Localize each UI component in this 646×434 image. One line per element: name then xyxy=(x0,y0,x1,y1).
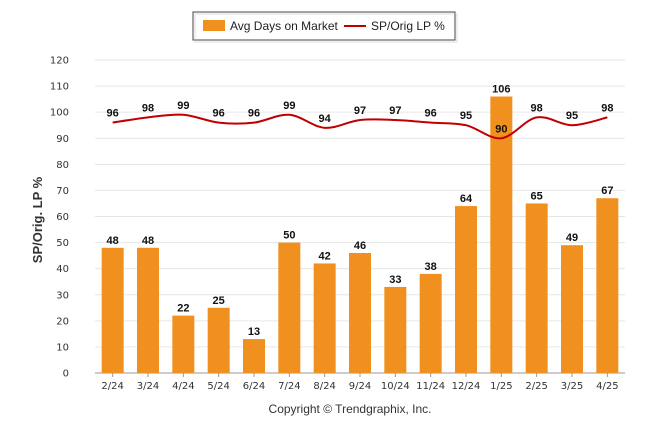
y-axis-title: SP/Orig. LP % xyxy=(30,176,45,263)
bar xyxy=(419,273,442,373)
line-data-label: 97 xyxy=(354,105,366,117)
line-data-label: 96 xyxy=(425,108,437,120)
x-tick-label: 2/24 xyxy=(101,381,123,392)
line-data-label: 90 xyxy=(495,123,507,135)
bar xyxy=(101,247,124,373)
bar xyxy=(490,96,513,374)
y-tick-label: 10 xyxy=(56,342,69,353)
bar xyxy=(278,242,301,373)
line-data-label: 97 xyxy=(389,105,401,117)
y-tick-label: 70 xyxy=(56,186,69,197)
bar xyxy=(137,247,159,373)
x-tick-label: 10/24 xyxy=(381,381,410,392)
x-tick-label: 7/24 xyxy=(278,381,300,392)
bar-data-label: 67 xyxy=(601,185,613,197)
bar xyxy=(525,203,548,373)
line-data-label: 98 xyxy=(531,102,543,114)
bar-data-label: 25 xyxy=(213,295,225,307)
y-axis: 0 10 20 30 40 50 60 70 80 90 100 110 120 xyxy=(50,56,69,380)
line-data-label: 96 xyxy=(248,108,260,120)
bar xyxy=(561,245,583,373)
y-tick-label: 120 xyxy=(50,56,69,67)
x-tick-label: 1/25 xyxy=(490,381,512,392)
y-tick-label: 40 xyxy=(56,264,69,275)
y-tick-label: 50 xyxy=(56,238,69,249)
x-tick-label: 8/24 xyxy=(313,381,335,392)
x-tick-label: 4/24 xyxy=(172,381,194,392)
line-data-label: 95 xyxy=(460,110,472,122)
bar-data-label: 38 xyxy=(425,261,437,273)
bar xyxy=(384,286,407,373)
y-tick-label: 100 xyxy=(50,108,69,119)
bar-data-label: 48 xyxy=(107,235,119,247)
bar xyxy=(455,206,477,373)
y-tick-label: 60 xyxy=(56,212,69,223)
legend-box xyxy=(192,11,456,41)
bar xyxy=(172,315,195,373)
legend-label-line: SP/Orig LP % xyxy=(371,19,445,33)
x-tick-label: 4/25 xyxy=(596,381,618,392)
bar-data-label: 22 xyxy=(177,303,189,315)
y-tick-label: 20 xyxy=(56,316,69,327)
bar xyxy=(596,198,619,373)
legend-label-bar: Avg Days on Market xyxy=(230,19,338,33)
y-tick-label: 80 xyxy=(56,160,69,171)
line-data-label: 99 xyxy=(283,100,295,112)
bar-data-label: 64 xyxy=(460,193,473,205)
y-tick-label: 0 xyxy=(63,369,69,380)
line-path xyxy=(112,113,608,140)
x-tick-label: 3/25 xyxy=(561,381,583,392)
bar xyxy=(349,253,371,373)
legend-shadow xyxy=(194,13,458,43)
bar-data-label: 46 xyxy=(354,240,366,252)
line-data-label: 99 xyxy=(177,100,189,112)
line-series: 96 98 99 96 96 99 94 97 97 96 95 90 98 95 98 xyxy=(107,100,613,140)
bar-data-label: 49 xyxy=(566,232,578,244)
bar-series: 48 48 22 25 13 50 42 46 33 38 64 106 65 49 67 xyxy=(101,84,619,374)
legend: Avg Days on Market SP/Orig LP % xyxy=(192,11,458,43)
x-axis: 2/24 3/24 4/24 5/24 6/24 7/24 8/24 9/24 10/24 11/… xyxy=(101,373,619,392)
x-tick-label: 3/24 xyxy=(137,381,159,392)
line-data-label: 94 xyxy=(319,113,332,125)
bar-data-label: 65 xyxy=(531,190,543,202)
x-tick-label: 5/24 xyxy=(207,381,229,392)
bar-data-label: 33 xyxy=(389,274,401,286)
y-tick-label: 90 xyxy=(56,134,69,145)
bar-data-label: 106 xyxy=(492,84,510,96)
line-data-label: 96 xyxy=(107,108,119,120)
bar xyxy=(313,263,336,373)
line-data-label: 98 xyxy=(601,102,613,114)
line-data-label: 98 xyxy=(142,102,154,114)
legend-swatch-bar xyxy=(203,20,225,31)
bar-data-label: 48 xyxy=(142,235,154,247)
bar xyxy=(243,339,265,373)
bar xyxy=(207,307,230,373)
copyright-text: Copyright © Trendgraphix, Inc. xyxy=(269,402,432,416)
line-data-label: 95 xyxy=(566,110,578,122)
bar-data-label: 13 xyxy=(248,326,260,338)
bar-data-label: 42 xyxy=(319,250,331,262)
x-tick-label: 11/24 xyxy=(416,381,445,392)
x-tick-label: 12/24 xyxy=(452,381,481,392)
bar-data-label: 50 xyxy=(283,230,295,242)
x-tick-label: 6/24 xyxy=(243,381,265,392)
line-data-label: 96 xyxy=(213,108,225,120)
y-tick-label: 110 xyxy=(50,82,69,93)
x-tick-label: 2/25 xyxy=(525,381,547,392)
x-tick-label: 9/24 xyxy=(349,381,371,392)
y-tick-label: 30 xyxy=(56,290,69,301)
